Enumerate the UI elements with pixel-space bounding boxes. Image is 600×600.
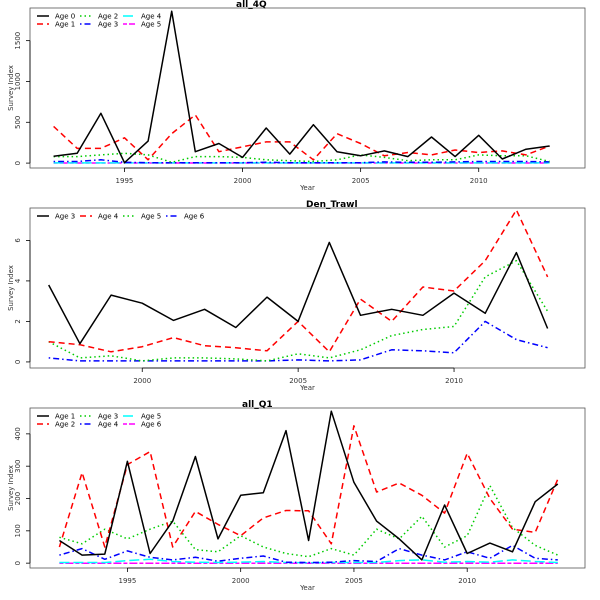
legend-label: Age 3 [55, 213, 75, 221]
series-line-age-0 [53, 10, 550, 164]
x-tick-label: 2010 [458, 577, 476, 585]
legend-item: Age 4 [80, 213, 119, 221]
series-line-age-3 [53, 159, 550, 164]
legend-label: Age 4 [141, 13, 162, 21]
x-axis-label: Year [299, 384, 315, 392]
y-axis-label: Survey Index [7, 265, 15, 311]
x-axis-label: Year [299, 584, 315, 592]
plot-frame [29, 407, 586, 569]
legend-label: Age 0 [55, 13, 75, 21]
y-tick-label: 400 [14, 427, 22, 440]
legend-item: Age 2 [80, 13, 118, 21]
y-tick-label: 300 [14, 459, 22, 472]
panel-all-q1: all_Q1 1995 2000 2005 2010 Year 0 100 200 300 400 S… [7, 400, 586, 592]
series-line-age-2 [53, 152, 550, 164]
x-axis-label: Year [299, 184, 315, 192]
panel-title: all_4Q [236, 0, 267, 10]
legend-item: Age 1 [37, 21, 75, 29]
legend-label: Age 3 [98, 413, 118, 421]
legend-label: Age 6 [184, 213, 205, 221]
y-axis-label: Survey Index [7, 65, 15, 111]
y-tick-label: 2 [14, 319, 22, 323]
series-line-age-5 [59, 558, 558, 564]
legend-label: Age 1 [55, 21, 75, 29]
legend-label: Age 2 [55, 421, 75, 429]
x-tick-label: 1995 [118, 577, 136, 585]
y-tick-label: 1000 [14, 73, 22, 91]
legend-label: Age 3 [98, 21, 118, 29]
y-axis: 0 500 1000 1500 Survey Index [7, 32, 31, 165]
legend: Age 3 Age 4 Age 5 Age 6 [37, 213, 205, 221]
panel-title: all_Q1 [242, 400, 273, 410]
y-tick-label: 6 [14, 238, 22, 243]
y-tick-label: 500 [14, 116, 22, 129]
legend-item: Age 4 [123, 13, 162, 21]
panel-title: Den_Trawl [306, 200, 358, 210]
series-group [48, 209, 549, 362]
y-tick-label: 0 [14, 561, 22, 565]
plot-frame [29, 207, 586, 369]
panel-den-trawl: Den_Trawl 2000 2005 2010 Year 0 2 4 6 Survey Inde… [7, 200, 586, 392]
y-tick-label: 1500 [14, 32, 22, 50]
y-axis-label: Survey Index [7, 465, 15, 511]
x-tick-label: 2010 [445, 377, 463, 385]
x-tick-label: 2005 [289, 377, 307, 385]
series-group [58, 410, 559, 564]
legend-label: Age 2 [98, 13, 118, 21]
y-tick-label: 4 [14, 278, 22, 283]
series-line-age-2 [58, 425, 559, 548]
legend-item: Age 5 [123, 413, 161, 421]
legend-item: Age 6 [123, 421, 162, 429]
panel-all-4q: all_4Q 1995 2000 2005 2010 Year 0 500 1000 1500 Su… [7, 0, 586, 192]
series-line-age-3 [48, 241, 549, 345]
y-tick-label: 0 [14, 360, 22, 364]
x-tick-label: 2005 [345, 577, 363, 585]
y-tick-label: 200 [14, 492, 22, 505]
legend-item: Age 5 [123, 213, 161, 221]
series-line-age-4 [59, 544, 558, 564]
x-axis: 1995 2000 2005 2010 Year [118, 567, 476, 592]
legend-item: Age 5 [123, 21, 161, 29]
plot-frame [29, 7, 586, 169]
x-tick-label: 2000 [232, 577, 250, 585]
legend-item: Age 0 [37, 13, 75, 21]
x-axis: 2000 2005 2010 Year [133, 367, 463, 392]
x-tick-label: 2000 [234, 177, 252, 185]
legend-item: Age 3 [37, 213, 75, 221]
x-tick-label: 2005 [352, 177, 370, 185]
legend-label: Age 6 [141, 421, 162, 429]
legend-label: Age 4 [98, 213, 119, 221]
legend-item: Age 2 [37, 421, 75, 429]
series-line-age-1 [58, 410, 559, 561]
series-line-age-6 [48, 320, 548, 362]
x-tick-label: 1995 [116, 177, 134, 185]
series-line-age-5 [48, 259, 549, 362]
x-tick-label: 2010 [470, 177, 488, 185]
legend-item: Age 3 [80, 413, 118, 421]
x-axis: 1995 2000 2005 2010 Year [116, 167, 488, 192]
legend-item: Age 3 [80, 21, 118, 29]
legend-label: Age 5 [141, 21, 161, 29]
series-line-age-1 [53, 114, 550, 161]
series-line-age-4 [48, 209, 549, 353]
y-axis: 0 100 200 300 400 Survey Index [7, 427, 31, 565]
legend-item: Age 4 [80, 421, 119, 429]
legend-label: Age 5 [141, 213, 161, 221]
legend-label: Age 4 [98, 421, 119, 429]
legend-label: Age 5 [141, 413, 161, 421]
y-tick-label: 100 [14, 524, 22, 537]
legend-item: Age 1 [37, 413, 75, 421]
y-tick-label: 0 [14, 161, 22, 165]
legend-label: Age 1 [55, 413, 75, 421]
x-tick-label: 2000 [133, 377, 151, 385]
legend-item: Age 6 [166, 213, 205, 221]
series-group [53, 10, 550, 164]
y-axis: 0 2 4 6 Survey Index [7, 238, 31, 364]
